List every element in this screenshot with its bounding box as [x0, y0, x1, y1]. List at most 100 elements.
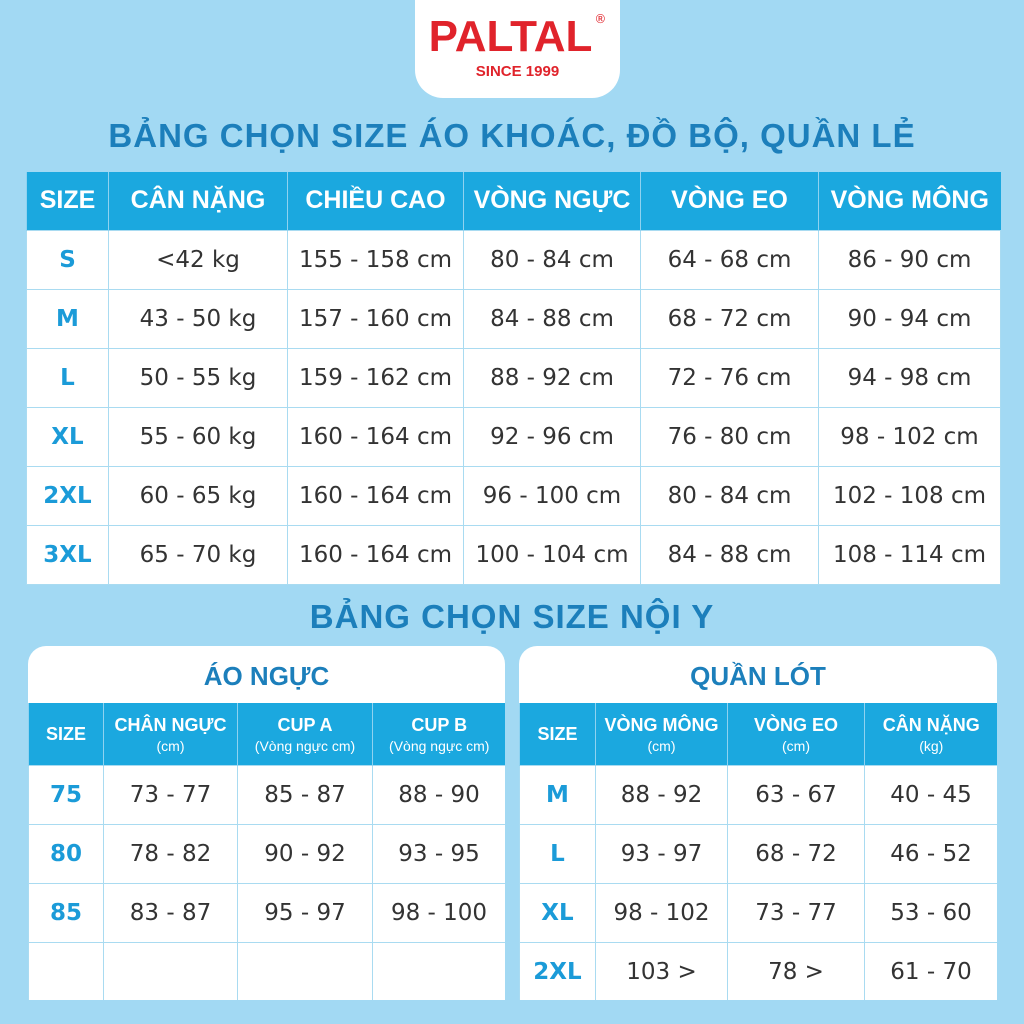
- value-cell: 60 - 65 kg: [108, 465, 288, 526]
- column-header: VÒNG EO (cm): [727, 703, 865, 765]
- table-row: 3XL 65 - 70 kg 160 - 164 cm 100 - 104 cm 84 …: [26, 524, 1001, 585]
- value-cell: 98 - 102: [595, 882, 728, 943]
- value-cell: 76 - 80 cm: [640, 406, 819, 467]
- value-cell: 40 - 45: [864, 764, 997, 825]
- size-cell: M: [26, 288, 109, 349]
- table-row: 80 78 - 82 90 - 92 93 - 95: [28, 823, 505, 884]
- size-cell: 75: [28, 764, 104, 825]
- value-cell: 157 - 160 cm: [287, 288, 464, 349]
- size-cell: S: [26, 229, 109, 290]
- bra-size-table: SIZE CHÂN NGỰC (cm) CUP A (Vòng ngực cm) CUP …: [28, 703, 505, 1000]
- value-cell: 100 - 104 cm: [463, 524, 641, 585]
- registered-mark: ®: [594, 12, 607, 26]
- header-unit: (kg): [919, 737, 944, 754]
- table-row: 85 83 - 87 95 - 97 98 - 100: [28, 882, 505, 943]
- panties-title: QUẦN LÓT: [690, 661, 826, 691]
- value-cell: 108 - 114 cm: [818, 524, 1001, 585]
- brand-logo: PALTAL ® SINCE 1999: [415, 0, 620, 98]
- value-cell: 94 - 98 cm: [818, 347, 1001, 408]
- value-cell: 98 - 102 cm: [818, 406, 1001, 467]
- panties-size-table: SIZE VÒNG MÔNG (cm) VÒNG EO (cm) CÂN NẶNG (kg)…: [519, 703, 997, 1000]
- header-label: VÒNG MÔNG: [604, 714, 719, 735]
- header-unit: (Vòng ngực cm): [389, 737, 490, 754]
- header-label: CÂN NẶNG: [882, 714, 980, 735]
- size-cell: L: [519, 823, 596, 884]
- header-unit: (cm): [647, 737, 676, 754]
- column-header: VÒNG MÔNG (cm): [595, 703, 728, 765]
- value-cell: 160 - 164 cm: [287, 524, 464, 585]
- value-cell: 53 - 60: [864, 882, 997, 943]
- table-row: 75 73 - 77 85 - 87 88 - 90: [28, 764, 505, 825]
- logo-brand-name: PALTAL: [428, 12, 593, 61]
- header-label: CHÂN NGỰC: [114, 714, 227, 735]
- column-header: SIZE: [26, 172, 109, 230]
- table-row: 2XL 103 >78 >61 - 70: [519, 941, 997, 1000]
- value-cell: 93 - 95: [372, 823, 505, 884]
- column-header: CHIỀU CAO: [287, 172, 464, 230]
- column-header: CUP B (Vòng ngực cm): [372, 703, 505, 765]
- table-row: XL 98 - 102 73 - 77 53 - 60: [519, 882, 997, 943]
- header-label: SIZE: [537, 723, 578, 744]
- header-unit: (cm): [782, 737, 810, 754]
- underwear-title: BẢNG CHỌN SIZE NỘI Y: [309, 598, 715, 635]
- size-cell: [28, 941, 104, 1000]
- table-row: M 88 - 92 63 - 67 40 - 45: [519, 764, 997, 825]
- value-cell: 92 - 96 cm: [463, 406, 641, 467]
- header-label: SIZE: [45, 723, 86, 744]
- value-cell: 65 - 70 kg: [108, 524, 288, 585]
- value-cell: 78 >: [727, 941, 865, 1000]
- header-unit: (Vòng ngực cm): [254, 737, 356, 754]
- bra-panel: ÁO NGỰC SIZE CHÂN NGỰC (cm) CUP A (Vòng ngực…: [28, 646, 505, 1000]
- value-cell: 88 - 92 cm: [463, 347, 641, 408]
- table-row: M 43 - 50 kg 157 - 160 cm 84 - 88 cm 68 - 72…: [26, 288, 1001, 349]
- size-cell: XL: [519, 882, 596, 943]
- column-header: VÒNG MÔNG: [818, 172, 1001, 230]
- table-row: L 93 - 97 68 - 72 46 - 52: [519, 823, 997, 884]
- size-cell: 3XL: [26, 524, 109, 585]
- size-cell: L: [26, 347, 109, 408]
- logo-wordmark: PALTAL ®: [415, 12, 620, 62]
- header-row: SIZE CHÂN NGỰC (cm) CUP A (Vòng ngực cm) CUP …: [28, 703, 505, 765]
- logo-since: SINCE 1999: [475, 63, 560, 80]
- column-header: SIZE: [519, 703, 596, 765]
- value-cell: 43 - 50 kg: [108, 288, 288, 349]
- value-cell: 72 - 76 cm: [640, 347, 819, 408]
- main-title: BẢNG CHỌN SIZE ÁO KHOÁC, ĐỒ BỘ, QUẦN LẺ: [108, 117, 916, 154]
- value-cell: 86 - 90 cm: [818, 229, 1001, 290]
- value-cell: 95 - 97: [237, 882, 373, 943]
- column-header: CHÂN NGỰC (cm): [103, 703, 238, 765]
- value-cell: 98 - 100: [372, 882, 505, 943]
- size-cell: 2XL: [26, 465, 109, 526]
- main-size-table: SIZE CÂN NẶNG CHIỀU CAO VÒNG NGỰC VÒNG EO VÒN…: [26, 172, 1001, 585]
- table-row: XL 55 - 60 kg 160 - 164 cm 92 - 96 cm 76 - 8…: [26, 406, 1001, 467]
- header-label: CUP A: [277, 714, 333, 735]
- value-cell: 88 - 92: [595, 764, 728, 825]
- value-cell: 55 - 60 kg: [108, 406, 288, 467]
- header-row: SIZE CÂN NẶNG CHIỀU CAO VÒNG NGỰC VÒNG EO VÒN…: [26, 172, 1001, 230]
- table-row: 2XL 60 - 65 kg 160 - 164 cm 96 - 100 cm 80 -…: [26, 465, 1001, 526]
- value-cell: 73 - 77: [103, 764, 238, 825]
- column-header: CUP A (Vòng ngực cm): [237, 703, 373, 765]
- table-row: [28, 941, 505, 1000]
- value-cell: 63 - 67: [727, 764, 865, 825]
- value-cell: 46 - 52: [864, 823, 997, 884]
- value-cell: 96 - 100 cm: [463, 465, 641, 526]
- size-cell: 80: [28, 823, 104, 884]
- value-cell: [372, 941, 505, 1000]
- value-cell: 84 - 88 cm: [640, 524, 819, 585]
- value-cell: 80 - 84 cm: [640, 465, 819, 526]
- value-cell: 103 >: [595, 941, 728, 1000]
- value-cell: 159 - 162 cm: [287, 347, 464, 408]
- value-cell: 78 - 82: [103, 823, 238, 884]
- value-cell: 93 - 97: [595, 823, 728, 884]
- column-header: SIZE: [28, 703, 104, 765]
- column-header: CÂN NẶNG (kg): [864, 703, 997, 765]
- panties-panel: QUẦN LÓT SIZE VÒNG MÔNG (cm) VÒNG EO (cm) CÂN…: [519, 646, 997, 1000]
- value-cell: 68 - 72: [727, 823, 865, 884]
- header-row: SIZE VÒNG MÔNG (cm) VÒNG EO (cm) CÂN NẶNG (kg): [519, 703, 997, 765]
- size-cell: 2XL: [519, 941, 596, 1000]
- value-cell: 155 - 158 cm: [287, 229, 464, 290]
- value-cell: 73 - 77: [727, 882, 865, 943]
- value-cell: 85 - 87: [237, 764, 373, 825]
- value-cell: 50 - 55 kg: [108, 347, 288, 408]
